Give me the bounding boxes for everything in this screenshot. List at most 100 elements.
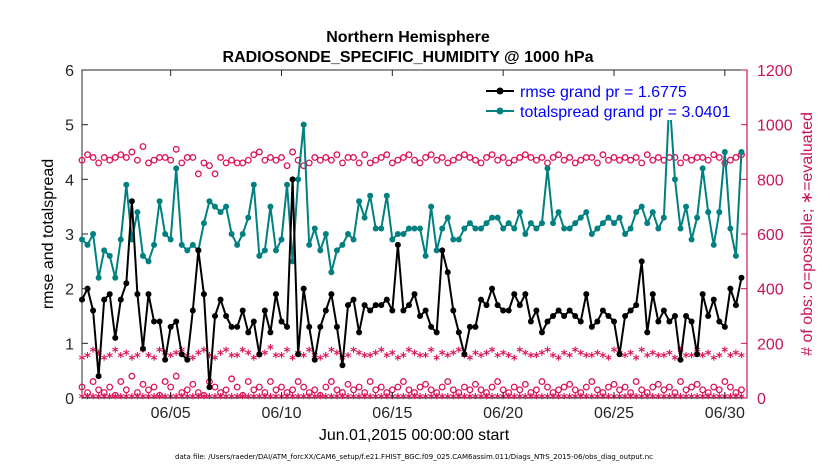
totalspread-point: [367, 192, 374, 199]
totalspread-point: [212, 203, 218, 210]
obs-possible-point: [649, 383, 657, 391]
obs-possible-point: [671, 154, 679, 161]
obs-possible-point: [167, 156, 175, 164]
obs-evaluated-point: *: [123, 392, 130, 407]
obs-possible-point: [466, 386, 474, 394]
rmse-point: [577, 318, 584, 325]
obs-possible-point: [106, 383, 114, 391]
obs-evaluated-point: *: [505, 392, 512, 407]
obs-evaluated-point: *: [644, 392, 651, 407]
obs-possible-point: [483, 154, 490, 161]
obs-evaluated-point: *: [117, 351, 124, 366]
obs-possible-point: [411, 156, 418, 164]
obs-evaluated-point: *: [273, 351, 280, 366]
totalspread-point: [511, 225, 518, 232]
obs-possible-point: [599, 151, 607, 159]
obs-possible-point: [377, 154, 385, 161]
rmse-point: [383, 296, 390, 303]
rmse-point: [79, 296, 85, 303]
obs-evaluated-point: *: [261, 348, 268, 363]
obs-evaluated-point: *: [289, 354, 296, 369]
obs-evaluated-point: *: [461, 392, 468, 407]
obs-evaluated-point: *: [638, 392, 645, 407]
obs-possible-point: [133, 156, 141, 164]
totalspread-point: [527, 220, 534, 227]
obs-evaluated-point: *: [455, 346, 462, 361]
rmse-point: [572, 313, 579, 319]
rmse-point: [372, 302, 379, 309]
obs-evaluated-point: *: [206, 351, 213, 366]
obs-evaluated-point: *: [239, 392, 246, 407]
obs-possible-point: [715, 386, 723, 394]
y-left-tick-label: 1: [65, 336, 74, 353]
rmse-point: [527, 318, 534, 325]
obs-possible-point: [200, 159, 208, 167]
rmse-point: [599, 307, 606, 314]
totalspread-point: [611, 220, 617, 227]
totalspread-point: [505, 220, 512, 227]
totalspread-point: [599, 220, 606, 227]
rmse-point: [289, 176, 296, 183]
obs-possible-point: [172, 372, 180, 380]
obs-possible-point: [399, 154, 407, 161]
obs-possible-point: [654, 154, 662, 161]
totalspread-point: [84, 241, 91, 248]
obs-possible-point: [460, 151, 468, 159]
y-right-tick-label: 200: [757, 336, 784, 353]
obs-possible-point: [427, 386, 435, 394]
obs-evaluated-point: *: [494, 351, 501, 366]
obs-possible-point: [294, 378, 302, 386]
obs-evaluated-point: *: [350, 392, 357, 407]
obs-possible-point: [89, 154, 97, 161]
obs-evaluated-point: *: [644, 351, 651, 366]
obs-evaluated-point: *: [467, 392, 474, 407]
obs-evaluated-point: *: [406, 346, 413, 361]
obs-possible-point: [632, 378, 640, 386]
obs-evaluated-point: *: [677, 392, 684, 407]
obs-evaluated-point: *: [660, 351, 667, 366]
obs-possible-point: [638, 386, 646, 394]
x-axis-label: Jun.01,2015 00:00:00 start: [319, 427, 510, 444]
obs-evaluated-point: *: [217, 348, 224, 363]
totalspread-point: [223, 203, 230, 210]
obs-possible-point: [605, 156, 612, 164]
obs-possible-point: [322, 383, 330, 391]
y-axis-right: 0 200 400 600 800 1000 1200: [741, 63, 793, 408]
obs-evaluated-point: *: [710, 392, 717, 407]
rmse-point: [195, 247, 202, 254]
rmse-point: [328, 291, 335, 298]
obs-evaluated-point: *: [201, 346, 208, 361]
obs-evaluated-point: *: [389, 348, 396, 363]
obs-evaluated-point: *: [228, 392, 235, 407]
obs-possible-point: [721, 378, 729, 386]
obs-evaluated-point: *: [699, 351, 706, 366]
obs-possible-point: [383, 151, 391, 159]
obs-evaluated-point: *: [189, 354, 196, 369]
obs-evaluated-point: *: [245, 392, 252, 407]
obs-evaluated-point: *: [372, 392, 379, 407]
obs-possible-point: [156, 391, 164, 399]
obs-evaluated-point: *: [228, 351, 235, 366]
rmse-point: [550, 313, 557, 319]
obs-evaluated-point: *: [550, 392, 557, 407]
obs-evaluated-point: *: [300, 351, 307, 366]
totalspread-point: [405, 225, 412, 232]
obs-possible-point: [244, 156, 252, 164]
rmse-point: [167, 323, 174, 330]
obs-possible-point: [106, 156, 114, 164]
totalspread-point: [173, 165, 180, 172]
obs-possible-point: [549, 154, 557, 161]
obs-evaluated-point: *: [439, 392, 446, 407]
rmse-point: [356, 329, 363, 336]
rmse-point: [361, 302, 368, 309]
obs-evaluated-point: *: [727, 392, 734, 407]
obs-evaluated-point: *: [716, 392, 723, 407]
totalspread-point: [721, 149, 728, 155]
obs-possible-point: [726, 383, 734, 391]
totalspread-point: [372, 225, 379, 232]
obs-evaluated-point: *: [555, 392, 562, 407]
rmse-layer: [79, 176, 745, 391]
totalspread-point: [79, 236, 85, 243]
totalspread-point: [256, 252, 263, 259]
totalspread-point: [167, 236, 174, 243]
